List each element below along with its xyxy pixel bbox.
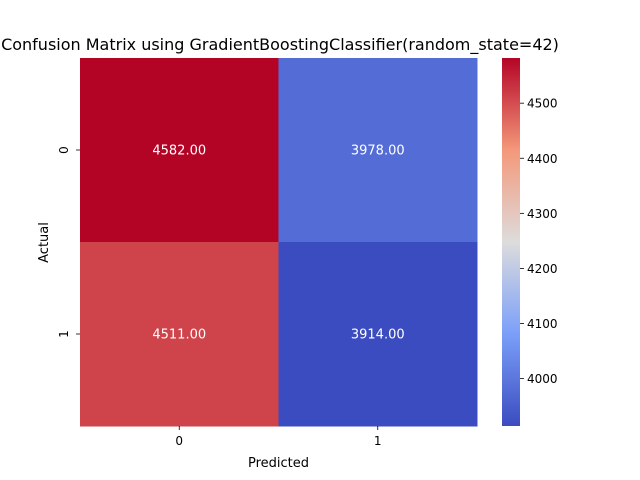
- colorbar-tick-label-5: 4500: [527, 97, 558, 111]
- heatmap-cells: [80, 58, 478, 427]
- cell-label-r1-c0: 4511.00: [152, 328, 206, 343]
- cell-label-r0-c1: 3978.00: [351, 144, 405, 159]
- heatmap-cell-r0-c0: [80, 58, 279, 243]
- heatmap-cell-r1-c0: [80, 242, 279, 427]
- x-tick-label-0: 0: [175, 434, 183, 448]
- y-tick-label-1: 1: [57, 330, 71, 338]
- colorbar: [502, 58, 520, 426]
- y-tick-label-0: 0: [57, 146, 71, 154]
- chart-title: Confusion Matrix using GradientBoostingC…: [1, 35, 559, 55]
- heatmap-cell-labels: 4582.00 3978.00 4511.00 3914.00: [152, 144, 404, 343]
- cell-label-r0-c0: 4582.00: [152, 144, 206, 159]
- colorbar-tick-label-0: 4000: [527, 372, 558, 386]
- colorbar-tick-label-2: 4200: [527, 262, 558, 276]
- heatmap-cell-r0-c1: [278, 58, 478, 243]
- colorbar-tick-label-3: 4300: [527, 207, 558, 221]
- x-tick-label-1: 1: [374, 434, 382, 448]
- colorbar-tick-label-1: 4100: [527, 317, 558, 331]
- heatmap-cell-r1-c1: [278, 242, 478, 427]
- x-axis-label: Predicted: [248, 456, 309, 471]
- y-axis-label: Actual: [37, 222, 52, 263]
- colorbar-tick-label-4: 4400: [527, 152, 558, 166]
- cell-label-r1-c1: 3914.00: [351, 328, 405, 343]
- y-axis-ticks: 01: [57, 146, 80, 338]
- colorbar-ticks: 4000 4100 4200 4300 4400 4500: [520, 97, 558, 386]
